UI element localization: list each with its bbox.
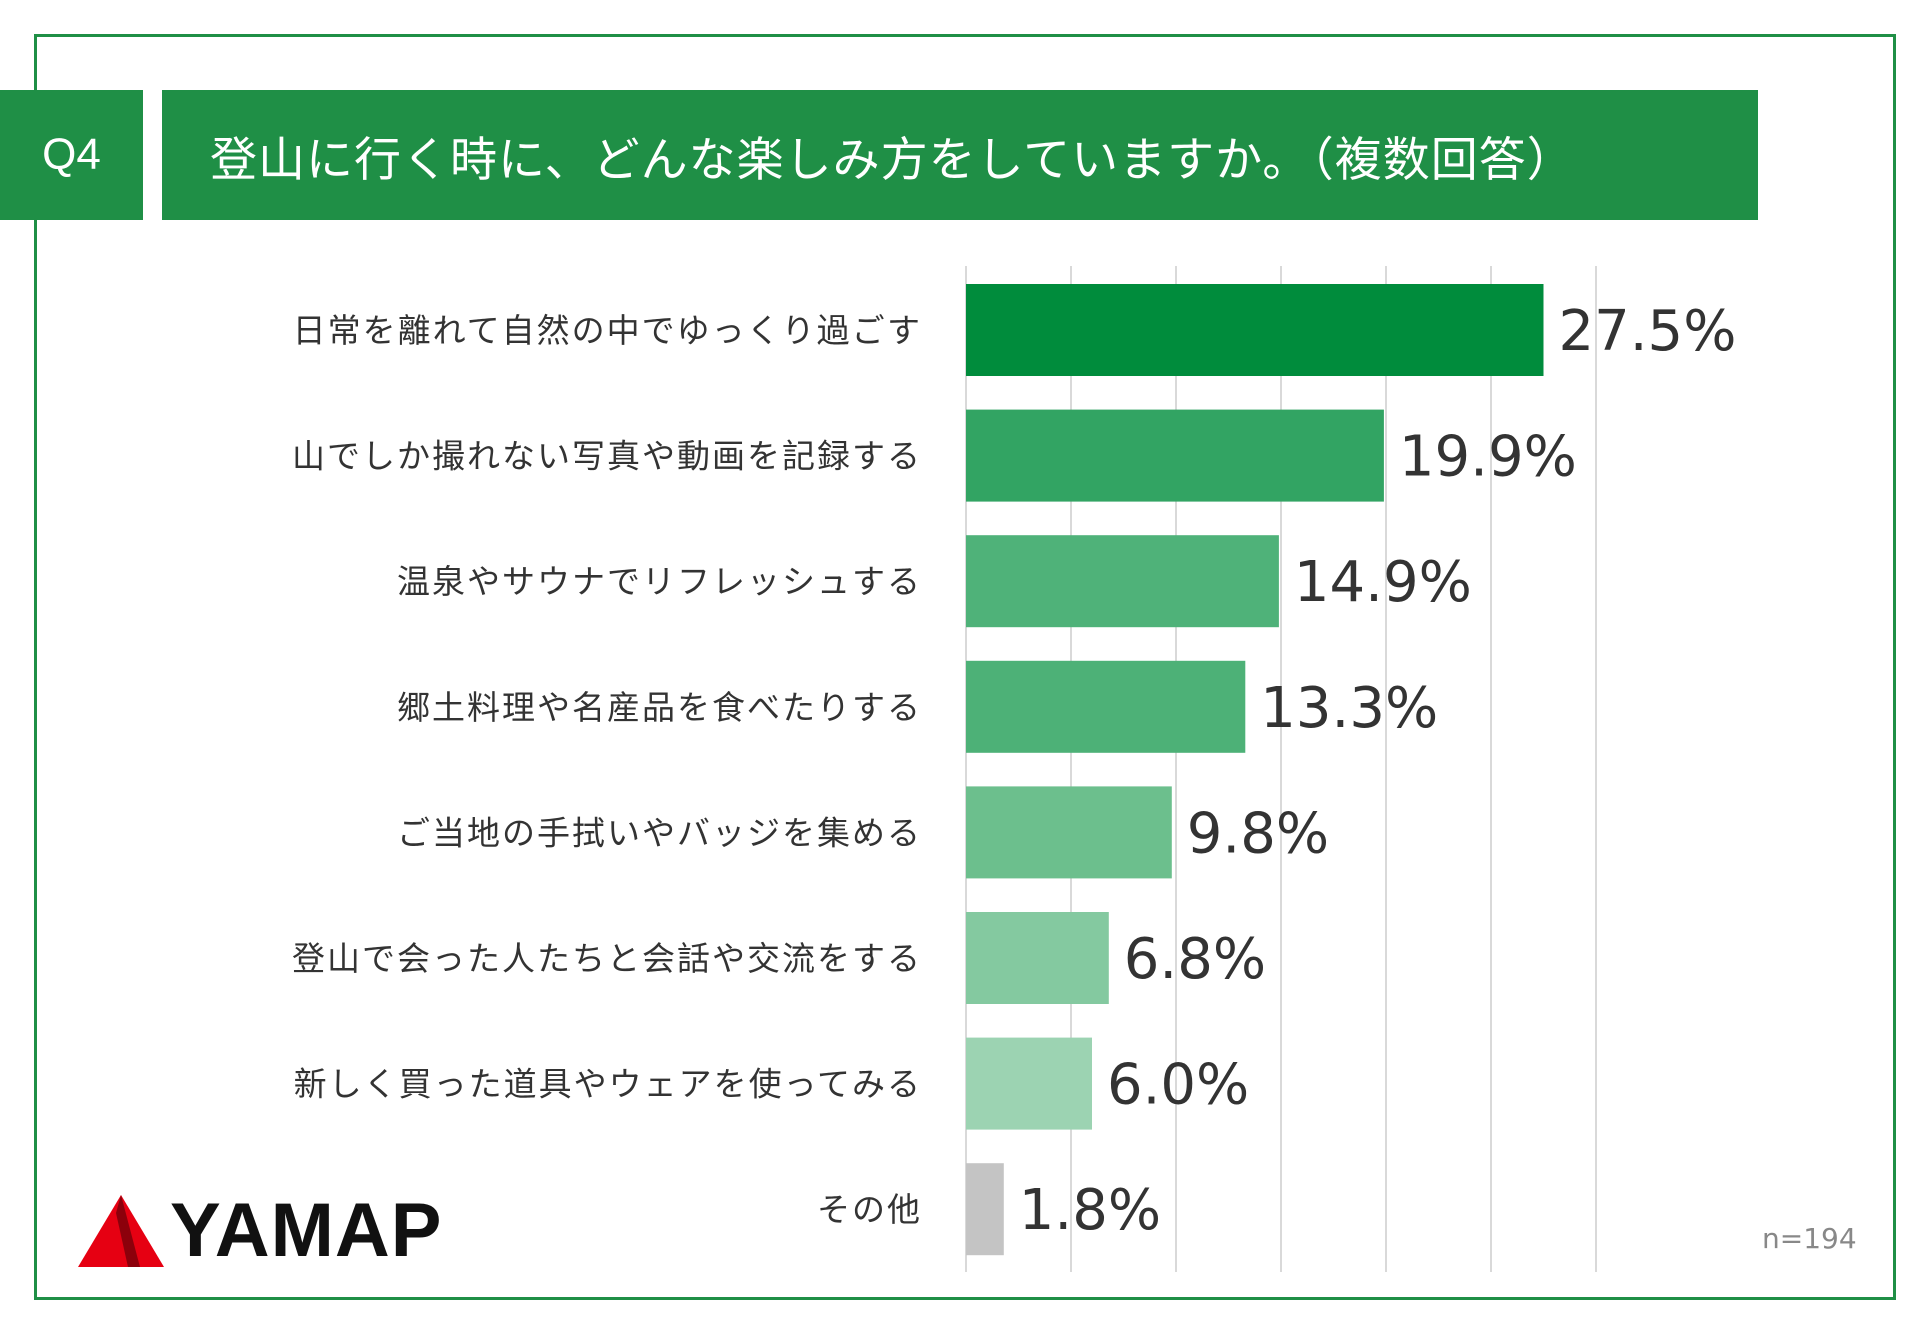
bar-6 [966, 912, 1109, 1004]
category-label-1: 日常を離れて自然の中でゆっくり過ごす [293, 311, 922, 350]
category-label-7: 新しく買った道具やウェアを使ってみる [294, 1065, 922, 1104]
value-label-7: 6.0% [1107, 1053, 1249, 1118]
value-label-1: 27.5% [1559, 299, 1737, 364]
bar-7 [966, 1037, 1092, 1130]
mountain-logo-icon [78, 1195, 164, 1267]
bar-4 [966, 660, 1246, 753]
yamap-logo: YAMAP [78, 1188, 458, 1273]
question-title: 登山に行く時に、どんな楽しみ方をしていますか。（複数回答） [162, 90, 1758, 220]
category-label-8: その他 [817, 1190, 922, 1229]
category-labels: 日常を離れて自然の中でゆっくり過ごす山でしか撮れない写真や動画を記録する温泉やサ… [292, 311, 922, 1229]
question-number-badge: Q4 [0, 90, 143, 220]
bar-8 [966, 1163, 1004, 1256]
chart-frame [34, 34, 1896, 1300]
value-label-5: 9.8% [1187, 801, 1329, 866]
value-label-4: 13.3% [1260, 676, 1438, 741]
value-labels: 27.5% 19.9% 14.9% 13.3% 9.8% 6.8% 6.0% 1.8% [1019, 299, 1737, 1243]
category-label-5: ご当地の手拭いやバッジを集める [397, 813, 922, 852]
bar-3 [966, 535, 1279, 628]
value-label-6: 6.8% [1124, 927, 1266, 992]
sample-size: n=194 [1762, 1222, 1857, 1255]
category-label-2: 山でしか撮れない写真や動画を記録する [292, 437, 922, 476]
bar-5 [966, 786, 1172, 879]
bar-2 [966, 409, 1384, 502]
bar-1 [966, 284, 1544, 376]
category-label-3: 温泉やサウナでリフレッシュする [397, 562, 922, 601]
value-label-3: 14.9% [1294, 550, 1472, 615]
bars [966, 284, 1544, 1256]
category-label-4: 郷土料理や名産品を食べたりする [397, 688, 922, 727]
logo-wordmark: YAMAP [170, 1188, 443, 1273]
category-label-6: 登山で会った人たちと会話や交流をする [292, 939, 922, 978]
value-label-2: 19.9% [1399, 425, 1577, 490]
value-label-8: 1.8% [1019, 1178, 1161, 1243]
